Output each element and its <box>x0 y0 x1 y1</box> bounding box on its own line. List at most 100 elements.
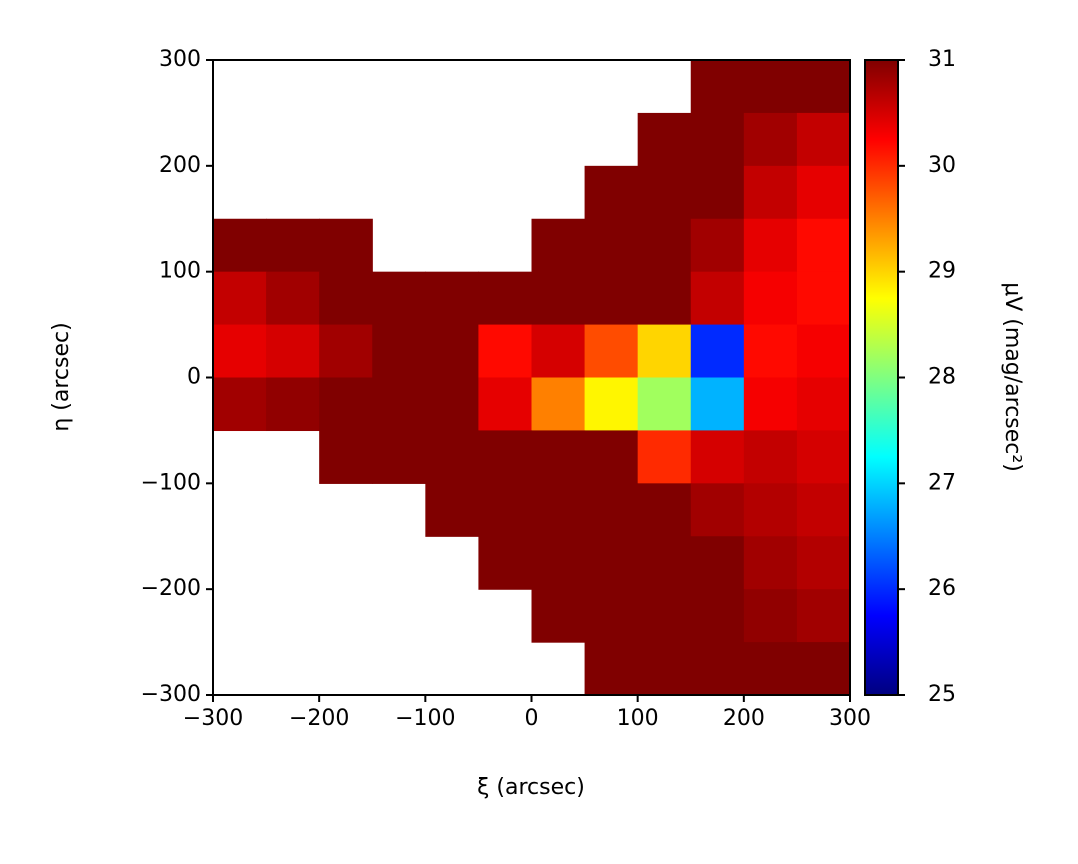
heatmap-cell <box>425 271 480 326</box>
heatmap-cell <box>637 271 692 326</box>
heatmap-cell <box>213 377 267 432</box>
heatmap-cell <box>743 165 798 220</box>
heatmap-cell <box>796 165 851 220</box>
heatmap-cell <box>213 324 267 379</box>
heatmap-cell <box>637 112 692 167</box>
heatmap-cell <box>743 60 798 114</box>
heatmap-cell <box>478 536 533 590</box>
heatmap-cell <box>478 483 533 537</box>
heatmap-cell <box>266 271 320 326</box>
heatmap-cell <box>213 271 267 326</box>
heatmap-cell <box>425 430 480 484</box>
heatmap-cell <box>372 271 426 326</box>
heatmap-cell <box>584 271 639 326</box>
x-tick-label: 0 <box>525 706 539 731</box>
y-tick-label: −100 <box>141 470 201 495</box>
heatmap-cell <box>584 430 639 484</box>
heatmap-cell <box>319 218 373 273</box>
y-tick-label: 300 <box>159 47 201 72</box>
colorbar-tick-label: 31 <box>928 47 956 72</box>
heatmap-cell <box>531 218 586 273</box>
heatmap-cell <box>425 483 480 537</box>
colorbar-tick-label: 29 <box>928 259 956 284</box>
heatmap-cell <box>319 377 373 432</box>
colorbar-tick-label: 27 <box>928 470 956 495</box>
heatmap-cell <box>743 377 798 432</box>
heatmap-cell <box>531 324 586 379</box>
heatmap-cell <box>743 271 798 326</box>
heatmap-cell <box>478 324 533 379</box>
heatmap-cell <box>743 430 798 484</box>
heatmap-cell <box>584 536 639 590</box>
heatmap-cell <box>690 377 745 432</box>
heatmap-cell <box>690 165 745 220</box>
heatmap-cell <box>637 430 692 484</box>
heatmap-cell <box>584 165 639 220</box>
heatmap-cell <box>266 324 320 379</box>
colorbar-tick-label: 25 <box>928 682 956 707</box>
heatmap-cell <box>637 324 692 379</box>
heatmap-cell <box>478 377 533 432</box>
y-tick-label: −300 <box>141 682 201 707</box>
heatmap-cell <box>584 377 639 432</box>
x-tick-label: −100 <box>395 706 455 731</box>
y-tick-label: 200 <box>159 153 201 178</box>
heatmap-cell <box>743 536 798 590</box>
y-tick-label: −200 <box>141 576 201 601</box>
colorbar-label: μV (mag/arcsec²) <box>1000 282 1025 472</box>
heatmap-cell <box>690 218 745 273</box>
heatmap-cell <box>372 324 426 379</box>
heatmap-cell <box>531 483 586 537</box>
heatmap-cell <box>584 324 639 379</box>
heatmap-cell <box>690 324 745 379</box>
heatmap-cell <box>743 642 798 696</box>
heatmap-cell <box>637 483 692 537</box>
heatmap-cell <box>531 589 586 643</box>
heatmap-cell <box>796 483 851 537</box>
x-axis-label: ξ (arcsec) <box>477 775 585 800</box>
heatmap-cell <box>796 377 851 432</box>
heatmap-cell <box>478 430 533 484</box>
heatmap-cell <box>584 589 639 643</box>
colorbar-tick-label: 26 <box>928 576 956 601</box>
heatmap-cell <box>531 271 586 326</box>
heatmap-cell <box>690 536 745 590</box>
heatmap-cell <box>796 430 851 484</box>
heatmap-cell <box>796 60 851 114</box>
heatmap-cell <box>690 112 745 167</box>
heatmap-cell <box>690 589 745 643</box>
colorbar-tick-label: 28 <box>928 365 956 390</box>
heatmap-cell <box>372 430 426 484</box>
heatmap-cell <box>531 430 586 484</box>
heatmap-cell <box>743 218 798 273</box>
heatmap-cell <box>690 642 745 696</box>
heatmap-cell <box>266 218 320 273</box>
heatmap-cell <box>266 377 320 432</box>
heatmap-cell <box>796 271 851 326</box>
heatmap-cell <box>796 112 851 167</box>
heatmap-cell <box>796 589 851 643</box>
heatmap-cell <box>796 218 851 273</box>
heatmap-cell <box>743 324 798 379</box>
heatmap-cell <box>478 271 533 326</box>
heatmap-cell <box>637 536 692 590</box>
heatmap-cell <box>319 271 373 326</box>
heatmap-cell <box>319 324 373 379</box>
heatmap-cell <box>690 60 745 114</box>
heatmap-cell <box>796 642 851 696</box>
y-tick-label: 100 <box>159 259 201 284</box>
colorbar-tick-label: 30 <box>928 153 956 178</box>
heatmap-cell <box>425 377 480 432</box>
heatmap-cell <box>425 324 480 379</box>
heatmap-cell <box>531 536 586 590</box>
x-tick-label: 300 <box>829 706 871 731</box>
heatmap-cell <box>584 218 639 273</box>
heatmap-cell <box>584 642 639 696</box>
heatmap-cell <box>372 377 426 432</box>
y-tick-label: 0 <box>187 365 201 390</box>
x-tick-label: 200 <box>723 706 765 731</box>
heatmap-cell <box>690 430 745 484</box>
heatmap-cell <box>584 483 639 537</box>
x-tick-label: 100 <box>617 706 659 731</box>
